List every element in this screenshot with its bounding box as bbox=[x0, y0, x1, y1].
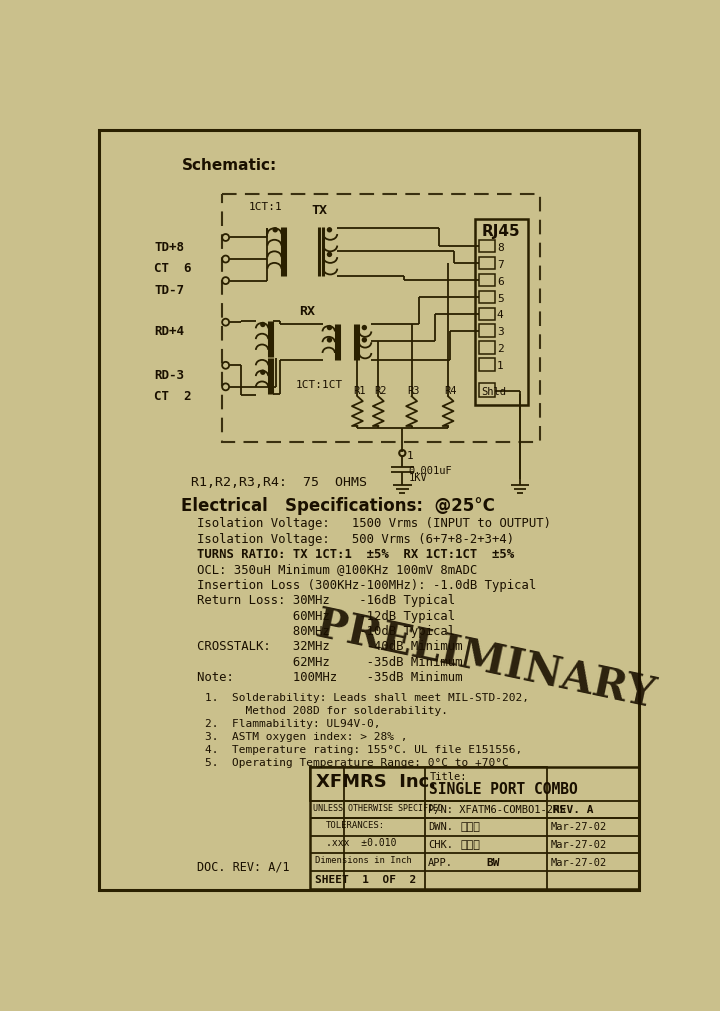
Text: 2: 2 bbox=[497, 344, 503, 354]
Text: 1CT:1CT: 1CT:1CT bbox=[295, 380, 343, 390]
Circle shape bbox=[361, 326, 367, 331]
Text: Title:: Title: bbox=[429, 771, 467, 782]
Text: 3.  ASTM oxygen index: > 28% ,: 3. ASTM oxygen index: > 28% , bbox=[204, 731, 408, 741]
Text: .xxx  ±0.010: .xxx ±0.010 bbox=[325, 837, 396, 847]
Bar bbox=[479, 326, 495, 338]
Text: 8: 8 bbox=[497, 243, 503, 253]
Text: DOC. REV: A/1: DOC. REV: A/1 bbox=[197, 859, 289, 872]
Text: OCL: 350uH Minimum @100KHz 100mV 8mADC: OCL: 350uH Minimum @100KHz 100mV 8mADC bbox=[197, 563, 477, 576]
Text: RX: RX bbox=[300, 304, 315, 317]
Text: Shld: Shld bbox=[482, 387, 506, 396]
Text: Note:        100MHz    -35dB Minimum: Note: 100MHz -35dB Minimum bbox=[197, 670, 462, 683]
Circle shape bbox=[327, 338, 332, 344]
Text: UNLESS OTHERWISE SPECIFIED: UNLESS OTHERWISE SPECIFIED bbox=[313, 804, 444, 813]
Text: Mar-27-02: Mar-27-02 bbox=[550, 821, 606, 831]
Text: APP.: APP. bbox=[428, 856, 453, 866]
Text: Electrical   Specifications:  @25°C: Electrical Specifications: @25°C bbox=[181, 496, 495, 515]
Text: 废玉圹: 废玉圹 bbox=[461, 839, 480, 849]
Text: 5: 5 bbox=[497, 293, 503, 303]
Text: 60MHz    -12dB Typical: 60MHz -12dB Typical bbox=[197, 609, 455, 622]
Text: R2: R2 bbox=[374, 385, 387, 395]
Text: 1: 1 bbox=[497, 361, 503, 371]
Text: Isolation Voltage:   1500 Vrms (INPUT to OUTPUT): Isolation Voltage: 1500 Vrms (INPUT to O… bbox=[197, 517, 551, 530]
Text: 3: 3 bbox=[497, 328, 503, 337]
Text: 62MHz     -35dB Minimum: 62MHz -35dB Minimum bbox=[197, 655, 462, 668]
Bar bbox=[310, 767, 639, 889]
Text: BW: BW bbox=[487, 856, 500, 866]
Text: 6: 6 bbox=[497, 276, 503, 286]
Bar bbox=[479, 383, 495, 397]
Text: SINGLE PORT COMBO: SINGLE PORT COMBO bbox=[429, 782, 578, 797]
Text: 4.  Temperature rating: 155°C. UL file E151556,: 4. Temperature rating: 155°C. UL file E1… bbox=[204, 744, 522, 754]
Text: TD-7: TD-7 bbox=[154, 284, 184, 296]
Text: Isolation Voltage:   500 Vrms (6+7+8-2+3+4): Isolation Voltage: 500 Vrms (6+7+8-2+3+4… bbox=[197, 532, 514, 545]
Bar bbox=[479, 342, 495, 355]
Text: R3: R3 bbox=[408, 385, 420, 395]
Text: 4: 4 bbox=[497, 310, 503, 320]
Text: R1: R1 bbox=[354, 385, 366, 395]
Circle shape bbox=[327, 253, 332, 258]
Text: TX: TX bbox=[312, 203, 328, 216]
Circle shape bbox=[361, 338, 367, 344]
Text: 1.  Solderability: Leads shall meet MIL-STD-202,: 1. Solderability: Leads shall meet MIL-S… bbox=[204, 693, 528, 702]
Text: 李小锹: 李小锹 bbox=[461, 821, 480, 831]
Text: 2.  Flammability: UL94V-0,: 2. Flammability: UL94V-0, bbox=[204, 718, 380, 728]
Text: P/N: XFATM6-COMBO1-2MS: P/N: XFATM6-COMBO1-2MS bbox=[428, 805, 565, 815]
Text: CROSSTALK:   32MHz     -40dB Minimum: CROSSTALK: 32MHz -40dB Minimum bbox=[197, 640, 462, 653]
Circle shape bbox=[327, 326, 332, 331]
Text: PRELIMINARY: PRELIMINARY bbox=[312, 604, 659, 716]
Circle shape bbox=[260, 323, 266, 328]
Text: 80MHz    -10dB Typical: 80MHz -10dB Typical bbox=[197, 625, 455, 637]
Text: Mar-27-02: Mar-27-02 bbox=[550, 856, 606, 866]
Text: Mar-27-02: Mar-27-02 bbox=[550, 839, 606, 849]
Text: SHEET  1  OF  2: SHEET 1 OF 2 bbox=[315, 875, 416, 885]
Bar bbox=[479, 308, 495, 320]
Text: TOLERANCES:: TOLERANCES: bbox=[325, 821, 384, 830]
Bar bbox=[310, 767, 547, 802]
Text: XFMRS  Inc.: XFMRS Inc. bbox=[316, 772, 436, 790]
Circle shape bbox=[260, 370, 266, 375]
Circle shape bbox=[327, 227, 332, 234]
Text: Return Loss: 30MHz    -16dB Typical: Return Loss: 30MHz -16dB Typical bbox=[197, 593, 455, 607]
Text: R4: R4 bbox=[444, 385, 456, 395]
Text: CT  6: CT 6 bbox=[154, 262, 192, 275]
Text: 1: 1 bbox=[407, 451, 414, 461]
Text: RJ45: RJ45 bbox=[482, 223, 520, 239]
Text: RD-3: RD-3 bbox=[154, 368, 184, 381]
Text: DWN.: DWN. bbox=[428, 821, 453, 831]
Text: Dimensions in Inch: Dimensions in Inch bbox=[315, 855, 412, 864]
Bar bbox=[475, 219, 528, 406]
Text: Insertion Loss (300KHz-100MHz): -1.0dB Typical: Insertion Loss (300KHz-100MHz): -1.0dB T… bbox=[197, 578, 536, 591]
Text: TURNS RATIO: TX 1CT:1  ±5%  RX 1CT:1CT  ±5%: TURNS RATIO: TX 1CT:1 ±5% RX 1CT:1CT ±5% bbox=[197, 548, 514, 560]
Circle shape bbox=[272, 227, 278, 234]
Bar bbox=[479, 258, 495, 270]
Bar bbox=[479, 359, 495, 371]
Text: CHK.: CHK. bbox=[428, 839, 453, 849]
Text: R1,R2,R3,R4:  75  OHMS: R1,R2,R3,R4: 75 OHMS bbox=[191, 475, 366, 488]
Text: 5.  Operating Temperature Range: 0°C to +70°C: 5. Operating Temperature Range: 0°C to +… bbox=[204, 757, 508, 767]
Text: 1CT:1: 1CT:1 bbox=[249, 202, 283, 212]
Text: Method 208D for solderability.: Method 208D for solderability. bbox=[204, 706, 448, 715]
Text: 0.001uF: 0.001uF bbox=[408, 465, 452, 475]
Bar bbox=[479, 291, 495, 303]
Bar bbox=[547, 767, 600, 802]
Bar bbox=[222, 194, 539, 443]
Bar bbox=[479, 241, 495, 253]
Text: RD+4: RD+4 bbox=[154, 326, 184, 338]
Text: REV. A: REV. A bbox=[554, 805, 594, 815]
Text: 7: 7 bbox=[497, 260, 503, 269]
Text: CT  2: CT 2 bbox=[154, 390, 192, 402]
Text: Schematic:: Schematic: bbox=[181, 159, 276, 173]
Text: 1KV: 1KV bbox=[408, 473, 427, 483]
Text: TD+8: TD+8 bbox=[154, 241, 184, 254]
Bar bbox=[479, 274, 495, 287]
